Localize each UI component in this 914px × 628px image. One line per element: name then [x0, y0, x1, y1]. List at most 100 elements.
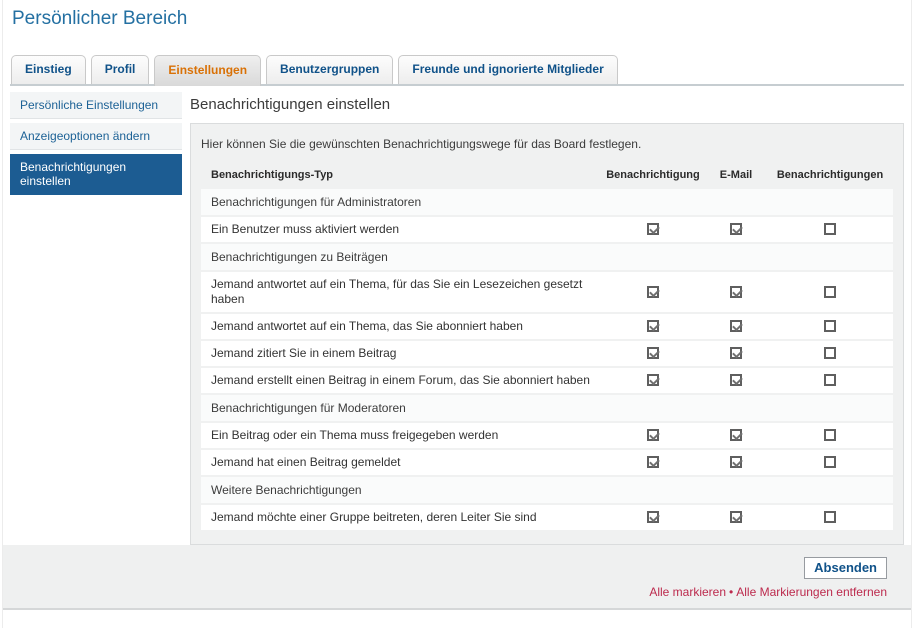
notification-label: Jemand möchte einer Gruppe beitreten, de…: [201, 505, 601, 530]
checkbox-cell: [705, 505, 767, 530]
checkbox-checked[interactable]: [730, 456, 742, 469]
tab-freunde-und-ignorierte-mitglieder[interactable]: Freunde und ignorierte Mitglieder: [398, 55, 618, 84]
notification-label: Ein Benutzer muss aktiviert werden: [201, 217, 601, 242]
main-panel: Benachrichtigungen einstellen Hier könne…: [190, 92, 904, 545]
checkbox-unchecked[interactable]: [824, 285, 836, 298]
column-header-notifications: Benachrichtigungen: [776, 169, 884, 181]
sidebar-item-anzeigeoptionen-ndern[interactable]: Anzeigeoptionen ändern: [10, 123, 182, 150]
notification-row: Jemand möchte einer Gruppe beitreten, de…: [201, 505, 893, 530]
notification-label: Jemand erstellt einen Beitrag in einem F…: [201, 368, 601, 393]
checkbox-cell: [705, 272, 767, 312]
checkbox-checked[interactable]: [647, 223, 659, 236]
tab-profil[interactable]: Profil: [90, 55, 150, 84]
form-footer: Absenden Alle markieren • Alle Markierunge…: [3, 545, 911, 610]
checkbox-cell: [601, 505, 705, 530]
notification-row: Ein Beitrag oder ein Thema muss freigege…: [201, 423, 893, 448]
checkbox-cell: [601, 450, 705, 475]
column-header-email: E-Mail: [719, 169, 753, 181]
checkbox-cell: [601, 368, 705, 393]
notifications-table: Benachrichtigungs-Typ Benachrichtigung E…: [201, 163, 893, 532]
checkbox-unchecked[interactable]: [824, 347, 836, 360]
checkbox-cell: [767, 423, 893, 448]
notification-row: Jemand antwortet auf ein Thema, für das …: [201, 272, 893, 312]
section-label: Benachrichtigungen für Moderatoren: [201, 395, 893, 421]
section-label: Benachrichtigungen zu Beiträgen: [201, 244, 893, 270]
section-row: Benachrichtigungen für Moderatoren: [201, 395, 893, 421]
tab-einstieg[interactable]: Einstieg: [11, 55, 86, 84]
notification-label: Jemand zitiert Sie in einem Beitrag: [201, 341, 601, 366]
section-label: Benachrichtigungen für Administratoren: [201, 189, 893, 215]
checkbox-cell: [767, 272, 893, 312]
checkbox-cell: [601, 423, 705, 448]
submit-button[interactable]: Absenden: [804, 557, 887, 579]
tab-bar: Einstieg Profil Einstellungen Benutzergrupp…: [10, 55, 904, 86]
notification-row: Ein Benutzer muss aktiviert werden: [201, 217, 893, 242]
unmark-all-link[interactable]: Alle Markierungen entfernen: [736, 585, 887, 599]
notification-label: Jemand antwortet auf ein Thema, für das …: [201, 272, 601, 312]
checkbox-cell: [705, 368, 767, 393]
checkbox-cell: [767, 314, 893, 339]
checkbox-cell: [705, 423, 767, 448]
checkbox-checked[interactable]: [647, 429, 659, 442]
checkbox-cell: [767, 368, 893, 393]
checkbox-cell: [601, 341, 705, 366]
checkbox-unchecked[interactable]: [824, 223, 836, 236]
checkbox-checked[interactable]: [647, 511, 659, 524]
column-header-notification: Benachrichtigung: [606, 169, 700, 181]
checkbox-cell: [601, 314, 705, 339]
section-heading: Benachrichtigungen einstellen: [190, 96, 391, 113]
sidebar-nav: Persönliche Einstellungen Anzeigeoptionen…: [10, 92, 182, 545]
notification-row: Jemand antwortet auf ein Thema, das Sie …: [201, 314, 893, 339]
checkbox-cell: [705, 450, 767, 475]
section-row: Weitere Benachrichtigungen: [201, 477, 893, 503]
checkbox-checked[interactable]: [730, 320, 742, 333]
checkbox-cell: [767, 217, 893, 242]
table-header-row: Benachrichtigungs-Typ Benachrichtigung E…: [201, 165, 893, 187]
checkbox-checked[interactable]: [647, 456, 659, 469]
notification-row: Jemand hat einen Beitrag gemeldet: [201, 450, 893, 475]
column-header-type: Benachrichtigungs-Typ: [211, 169, 334, 181]
content-area: Persönliche Einstellungen Anzeigeoptionen…: [10, 86, 904, 545]
mark-all-link[interactable]: Alle markieren: [649, 585, 727, 599]
checkbox-checked[interactable]: [730, 285, 742, 298]
checkbox-cell: [705, 217, 767, 242]
checkbox-unchecked[interactable]: [824, 320, 836, 333]
notification-label: Jemand hat einen Beitrag gemeldet: [201, 450, 601, 475]
page-title: Persönlicher Bereich: [12, 8, 188, 29]
checkbox-checked[interactable]: [730, 374, 742, 387]
checkbox-cell: [767, 450, 893, 475]
sidebar-item-benachrichtigungen-einstellen[interactable]: Benachrichtigungen einstellen: [10, 154, 182, 195]
notification-label: Jemand antwortet auf ein Thema, das Sie …: [201, 314, 601, 339]
checkbox-checked[interactable]: [730, 429, 742, 442]
checkbox-cell: [705, 314, 767, 339]
panel-description: Hier können Sie die gewünschten Benachri…: [201, 137, 642, 151]
checkbox-cell: [601, 272, 705, 312]
checkbox-unchecked[interactable]: [824, 511, 836, 524]
checkbox-cell: [601, 217, 705, 242]
checkbox-unchecked[interactable]: [824, 374, 836, 387]
tab-benutzergruppen[interactable]: Benutzergruppen: [266, 55, 394, 84]
checkbox-unchecked[interactable]: [824, 456, 836, 469]
notification-table-body: Benachrichtigungen für Administratoren Ei…: [201, 189, 893, 530]
checkbox-checked[interactable]: [647, 285, 659, 298]
notification-row: Jemand erstellt einen Beitrag in einem F…: [201, 368, 893, 393]
link-separator: •: [729, 585, 734, 599]
checkbox-cell: [767, 505, 893, 530]
tab-einstellungen[interactable]: Einstellungen: [154, 55, 262, 86]
notification-label: Ein Beitrag oder ein Thema muss freigege…: [201, 423, 601, 448]
mark-links: Alle markieren • Alle Markierungen entfern…: [3, 585, 887, 599]
checkbox-unchecked[interactable]: [824, 429, 836, 442]
section-row: Benachrichtigungen für Administratoren: [201, 189, 893, 215]
checkbox-checked[interactable]: [647, 347, 659, 360]
checkbox-checked[interactable]: [647, 320, 659, 333]
section-label: Weitere Benachrichtigungen: [201, 477, 893, 503]
checkbox-checked[interactable]: [730, 347, 742, 360]
checkbox-checked[interactable]: [730, 223, 742, 236]
checkbox-cell: [767, 341, 893, 366]
checkbox-checked[interactable]: [647, 374, 659, 387]
sidebar-item-pers-nliche-einstellungen[interactable]: Persönliche Einstellungen: [10, 92, 182, 119]
notification-row: Jemand zitiert Sie in einem Beitrag: [201, 341, 893, 366]
section-row: Benachrichtigungen zu Beiträgen: [201, 244, 893, 270]
checkbox-checked[interactable]: [730, 511, 742, 524]
